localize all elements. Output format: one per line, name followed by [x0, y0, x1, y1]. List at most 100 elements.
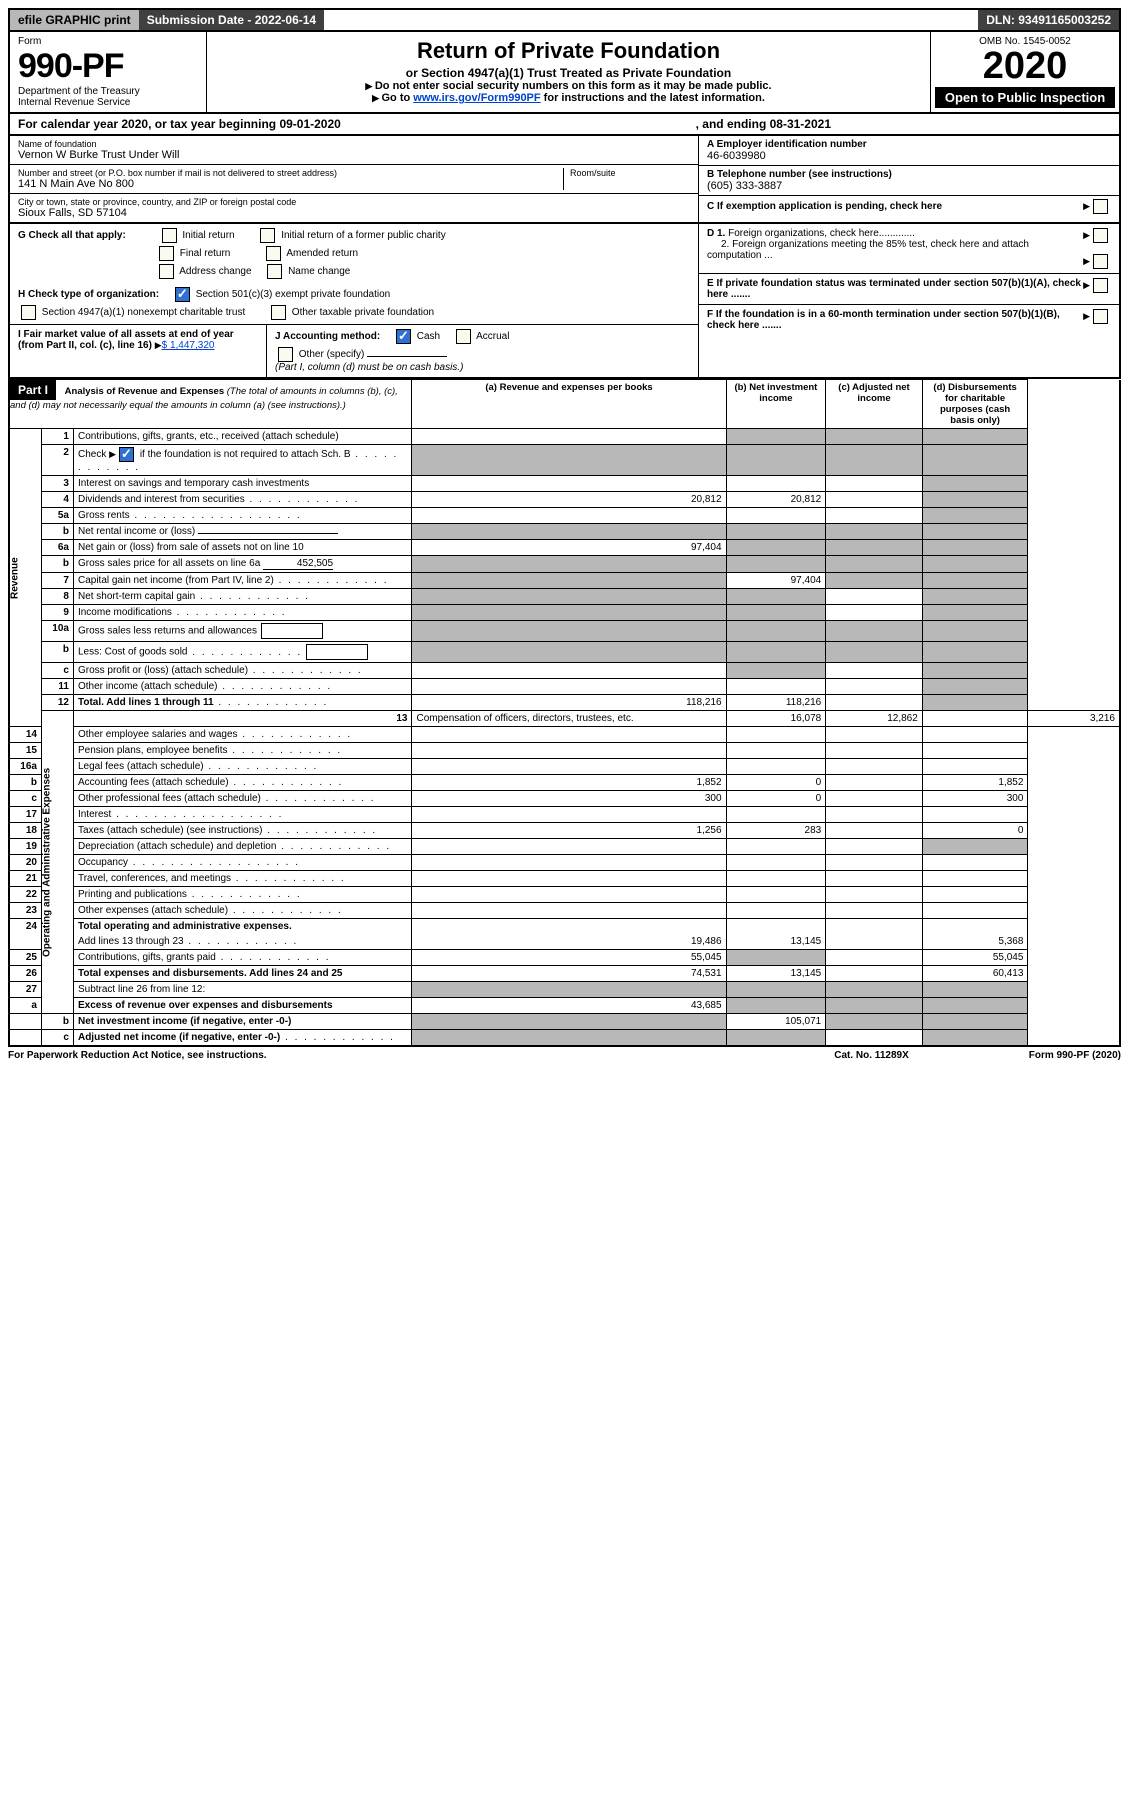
- col-b: (b) Net investment income: [726, 380, 826, 429]
- tax-year: 2020: [935, 47, 1115, 85]
- form-number: 990-PF: [18, 47, 198, 86]
- table-row: aExcess of revenue over expenses and dis…: [9, 998, 1120, 1014]
- table-row: 4Dividends and interest from securities …: [9, 492, 1120, 508]
- footer-left: For Paperwork Reduction Act Notice, see …: [8, 1050, 834, 1061]
- cb-d1[interactable]: [1093, 228, 1108, 243]
- cb-amended[interactable]: [266, 246, 281, 261]
- table-row: 19Depreciation (attach schedule) and dep…: [9, 839, 1120, 855]
- box-c: C If exemption application is pending, c…: [699, 196, 1119, 217]
- table-row: Operating and Administrative Expenses 13…: [9, 711, 1120, 727]
- cb-name[interactable]: [267, 264, 282, 279]
- cb-4947[interactable]: [21, 305, 36, 320]
- year-row: For calendar year 2020, or tax year begi…: [8, 114, 1121, 136]
- part1-label: Part I: [10, 380, 56, 400]
- table-row: 22Printing and publications: [9, 887, 1120, 903]
- table-row: 12Total. Add lines 1 through 11 118,2161…: [9, 695, 1120, 711]
- table-row: 20Occupancy: [9, 855, 1120, 871]
- cb-cash[interactable]: [396, 329, 411, 344]
- table-row: bGross sales price for all assets on lin…: [9, 556, 1120, 573]
- table-row: cOther professional fees (attach schedul…: [9, 791, 1120, 807]
- table-row: 16aLegal fees (attach schedule): [9, 759, 1120, 775]
- ein: A Employer identification number 46-6039…: [699, 136, 1119, 166]
- table-row: 27Subtract line 26 from line 12:: [9, 982, 1120, 998]
- cb-initial[interactable]: [162, 228, 177, 243]
- cb-final[interactable]: [159, 246, 174, 261]
- section-h: H Check type of organization: Section 50…: [10, 283, 698, 325]
- info-block: Name of foundation Vernon W Burke Trust …: [8, 136, 1121, 224]
- efile-label[interactable]: efile GRAPHIC print: [10, 10, 139, 30]
- footer-mid: Cat. No. 11289X: [834, 1050, 908, 1061]
- top-bar: efile GRAPHIC print Submission Date - 20…: [8, 8, 1121, 32]
- table-row: 24Total operating and administrative exp…: [9, 919, 1120, 935]
- cb-initial-former[interactable]: [260, 228, 275, 243]
- spacer: [324, 10, 978, 30]
- table-row: cAdjusted net income (if negative, enter…: [9, 1030, 1120, 1047]
- open-public: Open to Public Inspection: [935, 87, 1115, 108]
- table-row: 7Capital gain net income (from Part IV, …: [9, 573, 1120, 589]
- page-footer: For Paperwork Reduction Act Notice, see …: [8, 1047, 1121, 1064]
- cb-other-acct[interactable]: [278, 347, 293, 362]
- submission-date: Submission Date - 2022-06-14: [139, 10, 324, 30]
- dept-label: Department of the Treasury: [18, 86, 198, 97]
- section-ij: I Fair market value of all assets at end…: [10, 325, 698, 377]
- table-row: 21Travel, conferences, and meetings: [9, 871, 1120, 887]
- street-address: Number and street (or P.O. box number if…: [10, 165, 698, 194]
- cb-e[interactable]: [1093, 278, 1108, 293]
- checkbox-c[interactable]: [1093, 199, 1108, 214]
- col-a: (a) Revenue and expenses per books: [412, 380, 726, 429]
- footer-right: Form 990-PF (2020): [1029, 1050, 1121, 1061]
- city-state-zip: City or town, state or province, country…: [10, 194, 698, 222]
- table-row: bNet investment income (if negative, ent…: [9, 1014, 1120, 1030]
- table-row: bAccounting fees (attach schedule) 1,852…: [9, 775, 1120, 791]
- table-row: 11Other income (attach schedule): [9, 679, 1120, 695]
- instr-1: Do not enter social security numbers on …: [217, 80, 920, 92]
- table-row: 10aGross sales less returns and allowanc…: [9, 621, 1120, 642]
- cb-501c3[interactable]: [175, 287, 190, 302]
- irs-label: Internal Revenue Service: [18, 97, 198, 108]
- table-row: 6aNet gain or (loss) from sale of assets…: [9, 540, 1120, 556]
- section-g: G Check all that apply: Initial return I…: [10, 224, 698, 283]
- table-row: 9Income modifications: [9, 605, 1120, 621]
- cb-f[interactable]: [1093, 309, 1108, 324]
- table-row: bLess: Cost of goods sold: [9, 642, 1120, 663]
- fmv-link[interactable]: $ 1,447,320: [162, 340, 215, 351]
- table-row: 2 Check if the foundation is not require…: [9, 445, 1120, 476]
- cb-schB[interactable]: [119, 447, 134, 462]
- dln: DLN: 93491165003252: [978, 10, 1119, 30]
- table-row: 17Interest: [9, 807, 1120, 823]
- revenue-label: Revenue: [9, 429, 41, 727]
- col-d: (d) Disbursements for charitable purpose…: [922, 380, 1028, 429]
- instr-2: Go to www.irs.gov/Form990PF for instruct…: [217, 92, 920, 104]
- table-row: 8Net short-term capital gain: [9, 589, 1120, 605]
- form-label: Form: [18, 36, 198, 47]
- table-row: 25Contributions, gifts, grants paid 55,0…: [9, 950, 1120, 966]
- foundation-name: Name of foundation Vernon W Burke Trust …: [10, 136, 698, 165]
- cb-other-tax[interactable]: [271, 305, 286, 320]
- cb-accrual[interactable]: [456, 329, 471, 344]
- table-row: 18Taxes (attach schedule) (see instructi…: [9, 823, 1120, 839]
- box-f: F If the foundation is in a 60-month ter…: [699, 305, 1119, 335]
- irs-link[interactable]: www.irs.gov/Form990PF: [413, 92, 540, 104]
- table-row: cGross profit or (loss) (attach schedule…: [9, 663, 1120, 679]
- box-e: E If private foundation status was termi…: [699, 274, 1119, 305]
- table-row: 23Other expenses (attach schedule): [9, 903, 1120, 919]
- part1-table: Part I Analysis of Revenue and Expenses …: [8, 379, 1121, 1047]
- form-subtitle: or Section 4947(a)(1) Trust Treated as P…: [217, 66, 920, 80]
- table-row: 3Interest on savings and temporary cash …: [9, 476, 1120, 492]
- phone: B Telephone number (see instructions) (6…: [699, 166, 1119, 196]
- expenses-label: Operating and Administrative Expenses: [41, 711, 73, 1014]
- checks-block: G Check all that apply: Initial return I…: [8, 224, 1121, 379]
- table-row: 26Total expenses and disbursements. Add …: [9, 966, 1120, 982]
- table-row: Add lines 13 through 23 19,48613,1455,36…: [9, 934, 1120, 950]
- table-row: 5aGross rents: [9, 508, 1120, 524]
- box-d1: D 1. Foreign organizations, check here..…: [699, 224, 1119, 274]
- table-row: Revenue 1Contributions, gifts, grants, e…: [9, 429, 1120, 445]
- cb-d2[interactable]: [1093, 254, 1108, 269]
- table-row: bNet rental income or (loss): [9, 524, 1120, 540]
- cb-address[interactable]: [159, 264, 174, 279]
- table-row: 15Pension plans, employee benefits: [9, 743, 1120, 759]
- table-row: 14Other employee salaries and wages: [9, 727, 1120, 743]
- form-header: Form 990-PF Department of the Treasury I…: [8, 32, 1121, 114]
- col-c: (c) Adjusted net income: [826, 380, 923, 429]
- form-title: Return of Private Foundation: [217, 38, 920, 64]
